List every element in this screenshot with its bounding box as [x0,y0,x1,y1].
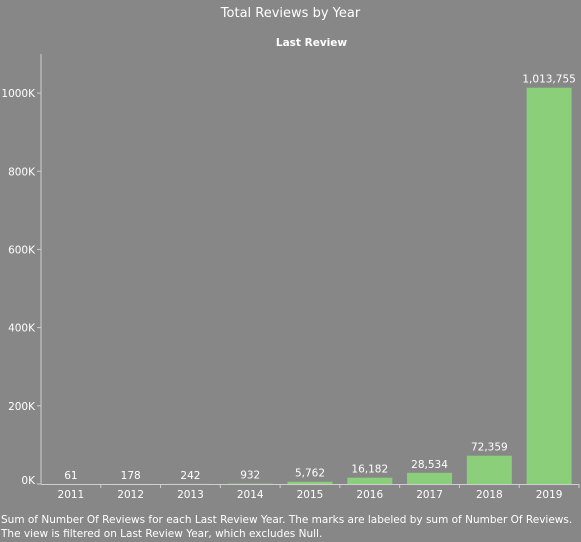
bar [526,87,572,484]
data-label: 932 [240,470,260,482]
data-label: 16,182 [351,464,388,476]
x-tick-label: 2015 [297,489,324,501]
y-tick-label: 800K [8,166,36,178]
y-tick-label: 0K [21,475,36,487]
x-tick-label: 2013 [177,489,204,501]
data-label: 61 [64,470,77,482]
y-tick-label: 1000K [1,88,36,100]
x-tick-label: 2019 [536,489,563,501]
bar [407,472,453,484]
bar-chart: 0K 200K 400K 600K 800K 1000K 61 2011 178 2012 242 2… [1,54,580,501]
data-label: 1,013,755 [522,74,575,86]
bar [347,477,393,484]
chart-title: Total Reviews by Year [220,6,361,21]
y-tick-label: 400K [8,323,36,335]
chart-caption: Sum of Number Of Reviews for each Last R… [1,514,573,540]
data-label: 72,359 [471,442,508,454]
data-label: 242 [180,470,200,482]
data-label: 28,534 [411,459,448,471]
bar [466,455,512,484]
x-tick-label: 2016 [356,489,383,501]
y-tick-label: 600K [8,244,36,256]
x-tick-label: 2017 [416,489,443,501]
x-tick-label: 2014 [237,489,264,501]
x-tick-label: 2018 [476,489,503,501]
data-label: 178 [121,470,141,482]
y-tick-label: 200K [8,401,36,413]
data-label: 5,762 [295,468,325,480]
x-tick-label: 2012 [117,489,144,501]
bar [287,481,333,484]
column-header-label: Last Review [275,37,348,49]
x-tick-label: 2011 [58,489,85,501]
